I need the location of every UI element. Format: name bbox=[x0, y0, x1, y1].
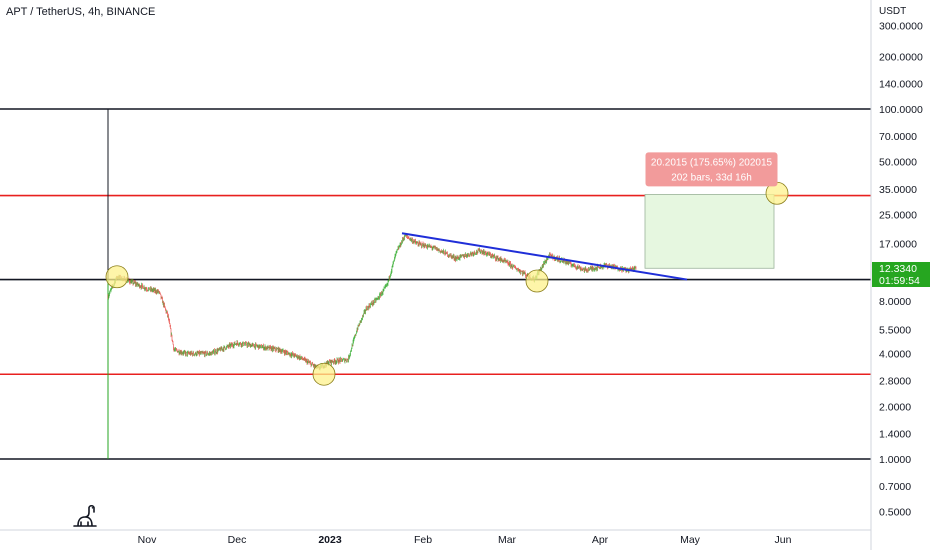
price-tick-label: 5.5000 bbox=[879, 324, 911, 336]
dinosaur-icon[interactable] bbox=[70, 502, 100, 528]
bar-countdown: 01:59:54 bbox=[879, 275, 920, 287]
drawings-layer: 20.2015 (175.65%) 202015 202 bars, 33d 16… bbox=[105, 152, 789, 386]
time-tick-label: Nov bbox=[138, 534, 157, 546]
candles-layer bbox=[107, 233, 637, 371]
measure-change-text: 20.2015 (175.65%) 202015 bbox=[651, 157, 773, 168]
time-tick-label: Apr bbox=[592, 534, 609, 546]
highlight-circle[interactable] bbox=[105, 265, 129, 289]
measure-label[interactable] bbox=[645, 152, 778, 187]
currency-label: USDT bbox=[879, 6, 906, 17]
price-tick-label: 100.0000 bbox=[879, 104, 923, 116]
time-tick-label: Dec bbox=[228, 534, 247, 546]
price-tick-label: 2.0000 bbox=[879, 401, 911, 413]
price-tick-label: 25.0000 bbox=[879, 209, 917, 221]
last-price-badge: 12.3340 01:59:54 bbox=[872, 262, 930, 287]
price-tick-label: 17.0000 bbox=[879, 239, 917, 251]
measure-duration-text: 202 bars, 33d 16h bbox=[671, 172, 752, 183]
price-tick-label: 70.0000 bbox=[879, 131, 917, 143]
price-tick-label: 1.0000 bbox=[879, 454, 911, 466]
last-price-value: 12.3340 bbox=[879, 263, 917, 275]
symbol-title: APT / TetherUS, 4h, BINANCE bbox=[6, 6, 156, 18]
highlight-circle[interactable] bbox=[525, 269, 549, 293]
price-tick-label: 4.0000 bbox=[879, 349, 911, 361]
time-tick-label: Feb bbox=[414, 534, 432, 546]
price-axis: 300.0000 200.0000 140.0000 100.0000 70.0000 5… bbox=[879, 21, 923, 519]
price-tick-label: 1.4000 bbox=[879, 428, 911, 440]
horizontal-lines-layer bbox=[0, 108, 871, 460]
price-tick-label: 140.0000 bbox=[879, 78, 923, 90]
price-tick-label: 0.5000 bbox=[879, 507, 911, 519]
highlight-circle[interactable] bbox=[312, 362, 336, 386]
price-tick-label: 2.8000 bbox=[879, 376, 911, 388]
time-tick-label: May bbox=[680, 534, 701, 546]
descending-trendline[interactable] bbox=[401, 232, 688, 281]
price-tick-label: 0.7000 bbox=[879, 481, 911, 493]
price-tick-label: 200.0000 bbox=[879, 51, 923, 63]
time-tick-label: Mar bbox=[498, 534, 517, 546]
price-tick-label: 50.0000 bbox=[879, 157, 917, 169]
price-tick-label: 8.0000 bbox=[879, 296, 911, 308]
time-axis: Nov Dec 2023 Feb Mar Apr May Jun bbox=[138, 534, 792, 546]
price-tick-label: 300.0000 bbox=[879, 21, 923, 33]
target-projection-box[interactable] bbox=[644, 194, 775, 269]
time-tick-label: Jun bbox=[775, 534, 792, 546]
time-tick-label: 2023 bbox=[318, 534, 342, 546]
price-tick-label: 35.0000 bbox=[879, 184, 917, 196]
